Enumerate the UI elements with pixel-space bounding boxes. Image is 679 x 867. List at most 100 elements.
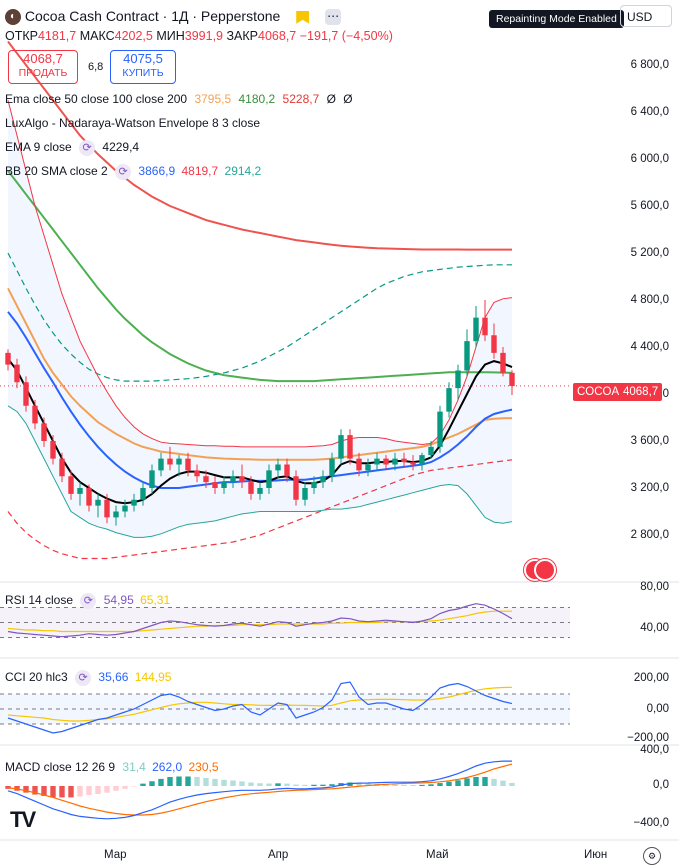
settings-icon[interactable]: ⟳ (79, 139, 96, 156)
rsi-title: RSI 14 close (5, 593, 74, 607)
macd-histogram-bar (302, 784, 308, 786)
macd-title: MACD close 12 26 9 (5, 760, 116, 774)
broker-label: Pepperstone (200, 8, 281, 24)
candle-body (491, 335, 497, 353)
last-price-symbol: COCOA (573, 383, 624, 401)
date-may: Май (426, 849, 449, 861)
ema9-value: 4229,4 (102, 140, 140, 154)
macd-histogram-bar (32, 786, 38, 795)
candle-body (275, 464, 281, 471)
candle-body (158, 458, 164, 471)
last-price-value: 4068,7 (619, 383, 663, 401)
price-axis-label: 5 600,0 (630, 200, 669, 212)
high-label: МАКС (79, 29, 115, 43)
symbol-name[interactable]: Cocoa Cash Contract (24, 8, 159, 24)
rsi-legend[interactable]: RSI 14 close ⟳ 54,95 65,31 (5, 592, 170, 609)
macd-histogram-bar (455, 780, 461, 786)
candle-body (221, 482, 227, 488)
candle-body (383, 458, 389, 465)
sell-button[interactable]: 4068,7 ПРОДАТЬ (8, 50, 78, 84)
change-value: −191,7 (−4,50%) (299, 29, 393, 43)
macd-axis-0: 0,0 (653, 779, 669, 791)
macd-histogram-bar (311, 784, 317, 786)
bb-legend[interactable]: BB 20 SMA close 2 ⟳ 3866,9 4819,7 2914,2 (5, 163, 261, 180)
bb-basis-line (7, 311, 513, 489)
settings-icon[interactable]: ⟳ (75, 669, 92, 686)
luxalgo-title: LuxAlgo - Nadaraya-Watson Envelope 8 3 c… (5, 116, 261, 130)
candle-body (203, 476, 209, 483)
macd-histogram-bar (194, 776, 200, 786)
candle-body (95, 499, 101, 506)
candle-body (50, 441, 56, 459)
cci-legend[interactable]: CCI 20 hlc3 ⟳ 35,66 144,95 (5, 669, 171, 686)
ohlc-readout: ОТКР4181,7 МАКС4202,5 МИН3991,9 ЗАКР4068… (5, 28, 393, 44)
candle-body (248, 482, 254, 494)
ema-title: Ema close 50 close 100 close 200 (5, 92, 188, 106)
candle-body (59, 458, 65, 477)
candle-body (5, 352, 11, 365)
currency-selector[interactable]: USD (620, 5, 672, 27)
price-axis-label: 6 800,0 (630, 59, 669, 71)
more-options-icon[interactable]: ⋯ (325, 9, 342, 26)
candle-body (293, 476, 299, 500)
macd-histogram-bar (482, 776, 488, 786)
price-axis-label: 5 200,0 (630, 247, 669, 259)
candle-body (68, 476, 74, 494)
bb-lower-value: 2914,2 (224, 164, 262, 178)
open-value: 4181,7 (37, 29, 77, 43)
candle-body (32, 405, 38, 424)
candle-body (14, 364, 20, 383)
candle-body (230, 476, 236, 483)
macd-histogram-bar (5, 786, 11, 789)
luxalgo-legend[interactable]: LuxAlgo - Nadaraya-Watson Envelope 8 3 c… (5, 115, 260, 131)
settings-icon[interactable]: ⟳ (115, 163, 132, 180)
economic-event-icon[interactable] (534, 559, 556, 581)
candle-body (131, 499, 137, 506)
candle-body (140, 488, 146, 500)
buy-button[interactable]: 4075,5 КУПИТЬ (110, 50, 176, 84)
candle-body (446, 388, 452, 412)
price-axis-label: 3 600,0 (630, 435, 669, 447)
macd-histogram-bar (230, 780, 236, 786)
candle-body (464, 341, 470, 371)
tradingview-logo-icon[interactable]: TV (10, 807, 36, 832)
macd-histogram-bar (248, 782, 254, 786)
rsi-line (7, 603, 513, 638)
close-label: ЗАКР (226, 29, 259, 43)
macd-histogram-bar (284, 783, 290, 786)
macd-histogram-bar (176, 776, 182, 786)
macd-legend[interactable]: MACD close 12 26 9 31,4 262,0 230,5 (5, 759, 219, 775)
flag-icon[interactable] (296, 10, 310, 24)
macd-histogram-bar (428, 784, 434, 786)
macd-hist-value: 31,4 (122, 760, 146, 774)
repainting-badge: Repainting Mode Enabled (489, 10, 624, 28)
macd-histogram-bar (140, 783, 146, 786)
macd-histogram-bar (149, 781, 155, 786)
chart-settings-icon[interactable]: ⚙ (643, 847, 661, 865)
cci-axis-200: 200,00 (633, 672, 669, 684)
macd-histogram-bar (464, 778, 470, 786)
candle-body (329, 458, 335, 477)
macd-histogram-bar (185, 776, 191, 786)
candle-body (428, 446, 434, 456)
nw-upper-line (7, 252, 512, 382)
macd-histogram-bar (473, 776, 479, 786)
interval-label[interactable]: 1Д (171, 8, 189, 24)
bb-fill (8, 100, 512, 538)
candle-body (23, 382, 29, 406)
candle-body (257, 488, 263, 494)
macd-histogram-bar (383, 784, 389, 786)
settings-icon[interactable]: ⟳ (80, 592, 97, 609)
ema-legend[interactable]: Ema close 50 close 100 close 200 3795,5 … (5, 91, 353, 107)
price-axis-label: 6 000,0 (630, 153, 669, 165)
cci-line (7, 681, 513, 734)
bb-upper-line (7, 100, 513, 448)
ema9-legend[interactable]: EMA 9 close ⟳ 4229,4 (5, 139, 139, 156)
macd-axis-400: 400,0 (640, 744, 669, 756)
candle-body (86, 488, 92, 506)
rsi-ma-line (7, 610, 512, 633)
candle-body (437, 411, 443, 447)
cci-axis-minus200: −200,00 (627, 732, 669, 744)
candle-body (284, 464, 290, 477)
